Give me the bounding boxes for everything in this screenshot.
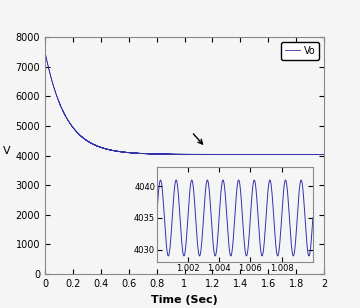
- Line: Vo: Vo: [45, 52, 324, 155]
- Vo: [126, 151, 130, 154]
- Vo: [187, 152, 191, 156]
- Vo: [252, 152, 257, 156]
- X-axis label: Time (Sec): Time (Sec): [151, 294, 218, 305]
- Vo: [43, 50, 47, 54]
- Legend: Vo: Vo: [281, 42, 319, 60]
- Y-axis label: V: V: [3, 146, 11, 156]
- Vo: [220, 153, 225, 156]
- Vo: [293, 153, 297, 156]
- Vo: [171, 152, 175, 156]
- Vo: [58, 103, 62, 107]
- Vo: [43, 50, 47, 54]
- Vo: [322, 153, 326, 156]
